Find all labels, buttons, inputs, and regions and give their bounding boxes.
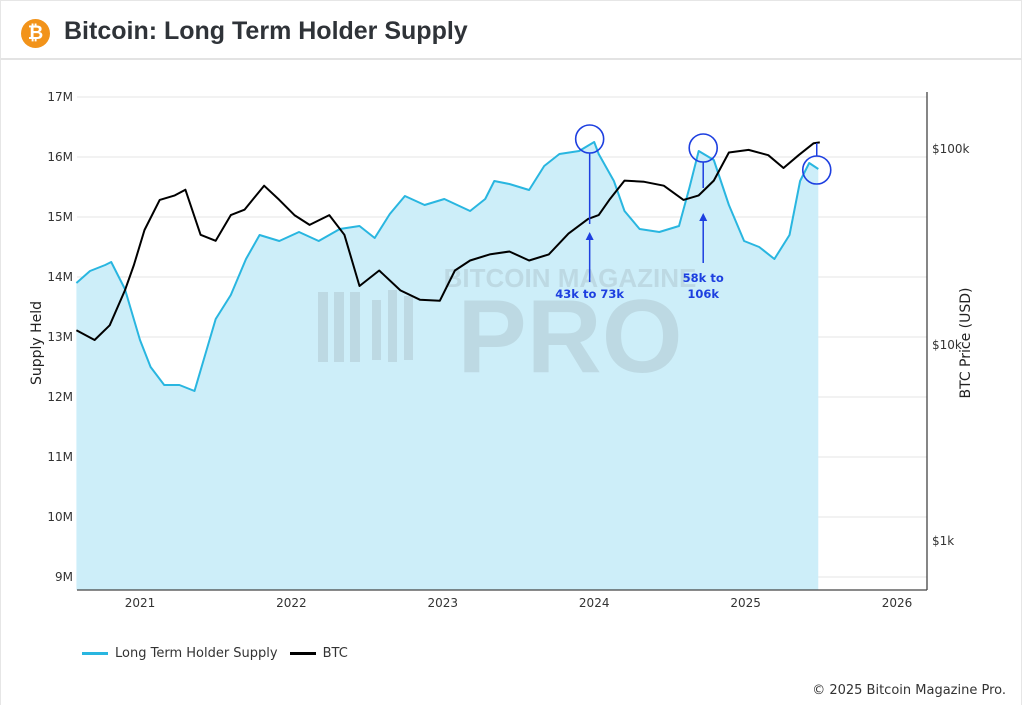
watermark-logo-icon — [318, 290, 413, 362]
legend-swatch-btc — [289, 652, 316, 655]
chart-header: ₿ Bitcoin: Long Term Holder Supply — [0, 0, 1022, 60]
annotation-arrow-head — [585, 232, 594, 240]
x-tick-label: 2022 — [276, 596, 307, 610]
legend-item-lth-supply[interactable]: Long Term Holder Supply — [82, 646, 278, 661]
y2-tick-label: $100k — [932, 142, 970, 156]
y-tick-label: 17M — [47, 90, 73, 104]
annotation-label: 58k to — [683, 271, 724, 285]
y-axis-label: Supply Held — [29, 301, 45, 385]
copyright: © 2025 Bitcoin Magazine Pro. — [812, 683, 1006, 698]
legend-swatch-lth — [82, 652, 108, 655]
watermark-main: PRO — [457, 279, 682, 395]
x-tick-label: 2025 — [730, 596, 761, 610]
legend: Long Term Holder Supply BTC — [82, 646, 360, 661]
page-title: Bitcoin: Long Term Holder Supply — [64, 17, 468, 45]
y2-tick-label: $10k — [932, 338, 962, 352]
legend-label: Long Term Holder Supply — [115, 646, 278, 661]
y-tick-label: 12M — [47, 390, 73, 404]
y2-axis-label: BTC Price (USD) — [958, 287, 974, 398]
annotation-label: 106k — [687, 287, 719, 301]
y-tick-label: 11M — [47, 450, 73, 464]
chart-frame — [0, 60, 1022, 705]
legend-item-btc[interactable]: BTC — [289, 646, 348, 661]
y2-tick-label: $1k — [932, 534, 954, 548]
x-tick-label: 2024 — [579, 596, 610, 610]
lth-supply-area — [76, 142, 819, 590]
watermark-top: BITCOIN MAGAZINE — [444, 263, 697, 293]
y-tick-label: 14M — [47, 270, 73, 284]
annotation-label: 43k to 73k — [555, 287, 624, 301]
x-tick-label: 2021 — [125, 596, 156, 610]
y-tick-label: 16M — [47, 150, 73, 164]
x-tick-label: 2026 — [882, 596, 913, 610]
y-tick-label: 10M — [47, 510, 73, 524]
y-tick-label: 15M — [47, 210, 73, 224]
y-tick-label: 9M — [55, 570, 73, 584]
legend-label: BTC — [322, 646, 348, 661]
y-tick-label: 13M — [47, 330, 73, 344]
x-tick-label: 2023 — [428, 596, 459, 610]
bitcoin-icon: ₿ — [21, 19, 50, 48]
watermark: BITCOIN MAGAZINE PRO — [318, 263, 696, 395]
annotation-arrow-head — [699, 213, 708, 221]
